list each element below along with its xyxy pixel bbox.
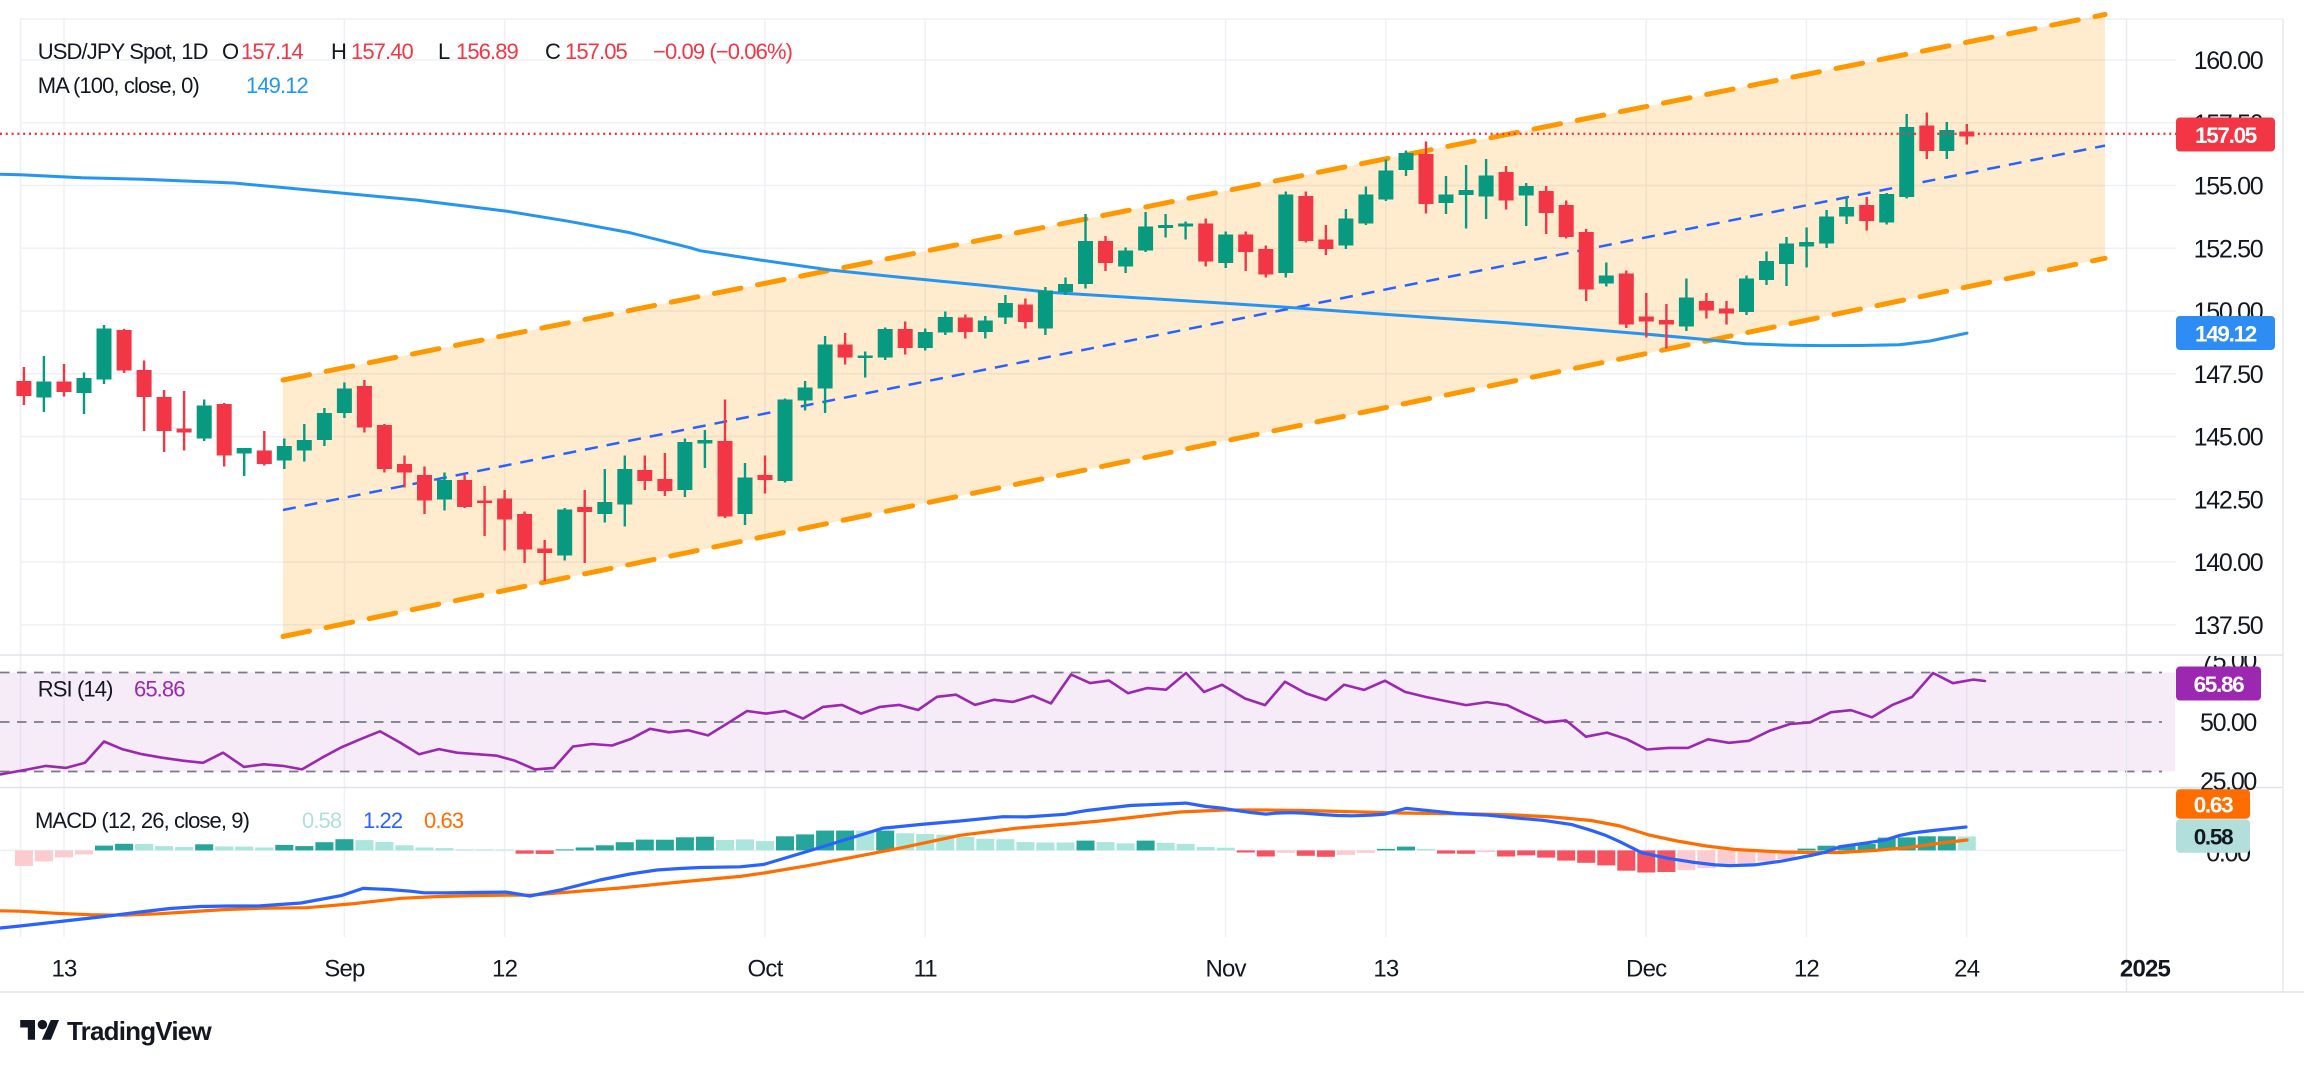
svg-text:145.00: 145.00 xyxy=(2194,424,2263,452)
svg-text:157.05: 157.05 xyxy=(2195,123,2257,148)
svg-text:TradingView: TradingView xyxy=(67,1016,212,1046)
svg-text:157.14: 157.14 xyxy=(241,39,304,64)
svg-text:L: L xyxy=(438,39,450,64)
svg-text:0.58: 0.58 xyxy=(2194,825,2233,850)
svg-text:12: 12 xyxy=(492,956,518,983)
svg-text:140.00: 140.00 xyxy=(2194,549,2263,577)
svg-text:0.63: 0.63 xyxy=(424,808,464,833)
svg-text:65.86: 65.86 xyxy=(134,677,185,702)
svg-text:−0.09 (−0.06%): −0.09 (−0.06%) xyxy=(653,39,792,64)
svg-text:50.00: 50.00 xyxy=(2200,709,2256,737)
svg-text:13: 13 xyxy=(51,956,77,983)
svg-text:MA (100, close, 0): MA (100, close, 0) xyxy=(38,73,199,98)
svg-text:157.05: 157.05 xyxy=(565,39,628,64)
svg-text:O: O xyxy=(222,39,239,64)
svg-text:11: 11 xyxy=(914,956,938,983)
svg-text:149.12: 149.12 xyxy=(246,73,309,98)
svg-text:137.50: 137.50 xyxy=(2194,612,2263,640)
svg-text:0.63: 0.63 xyxy=(2194,793,2233,818)
svg-text:155.00: 155.00 xyxy=(2194,173,2263,201)
svg-text:Nov: Nov xyxy=(1205,956,1246,983)
svg-text:Sep: Sep xyxy=(324,956,365,983)
svg-text:24: 24 xyxy=(1954,956,1980,983)
svg-text:13: 13 xyxy=(1373,956,1399,983)
svg-text:65.86: 65.86 xyxy=(2194,672,2245,697)
svg-text:160.00: 160.00 xyxy=(2194,47,2263,75)
svg-text:MACD (12, 26, close, 9): MACD (12, 26, close, 9) xyxy=(35,808,249,833)
svg-text:Oct: Oct xyxy=(748,956,784,983)
svg-text:147.50: 147.50 xyxy=(2194,361,2263,389)
svg-text:149.12: 149.12 xyxy=(2195,322,2257,347)
svg-text:H: H xyxy=(331,39,346,64)
svg-text:156.89: 156.89 xyxy=(456,39,519,64)
svg-text:12: 12 xyxy=(1794,956,1820,983)
svg-text:152.50: 152.50 xyxy=(2194,235,2263,263)
svg-text:142.50: 142.50 xyxy=(2194,486,2263,514)
svg-text:0.58: 0.58 xyxy=(302,808,342,833)
svg-text:157.40: 157.40 xyxy=(351,39,414,64)
svg-text:RSI (14): RSI (14) xyxy=(38,677,113,702)
svg-text:C: C xyxy=(545,39,561,64)
svg-text:2025: 2025 xyxy=(2120,956,2171,983)
svg-text:Dec: Dec xyxy=(1626,956,1667,983)
svg-text:1.22: 1.22 xyxy=(363,808,403,833)
svg-text:USD/JPY Spot, 1D: USD/JPY Spot, 1D xyxy=(38,39,208,64)
